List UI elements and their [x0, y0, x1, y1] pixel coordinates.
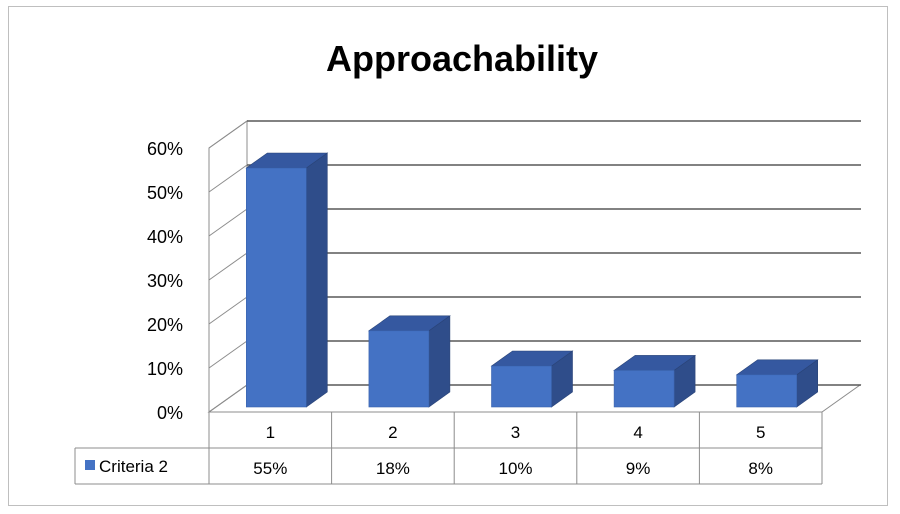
gridline-depth	[208, 208, 248, 237]
data-table-value: 10%	[498, 459, 532, 478]
bar-front	[613, 370, 675, 408]
legend-swatch	[85, 460, 95, 470]
x-category-label: 3	[511, 423, 520, 442]
data-table-value: 55%	[253, 459, 287, 478]
y-tick-label: 0%	[157, 403, 183, 423]
y-axis-ticks: 0% 10% 20% 30% 40% 50% 60%	[147, 139, 183, 423]
bar-front	[246, 167, 307, 408]
gridline-depth	[208, 296, 248, 325]
bars	[245, 152, 819, 408]
x-category-label: 2	[388, 423, 397, 442]
bar-front	[491, 365, 552, 408]
data-table-value: 9%	[626, 459, 651, 478]
chart-frame: Approachability 0% 10% 20% 30% 40% 50% 60% 1 55…	[8, 6, 888, 506]
x-category-label: 4	[633, 423, 642, 442]
y-tick-label: 50%	[147, 183, 183, 203]
data-table-value: 18%	[376, 459, 410, 478]
bar-front	[368, 330, 430, 408]
data-table: 1 55% 2 18% 3 10% 4 9% 5 8% Criteria 2	[74, 412, 823, 485]
gridline-depth	[208, 252, 248, 281]
bar-side	[428, 315, 451, 408]
bar-front	[736, 374, 798, 408]
x-category-label: 5	[756, 423, 765, 442]
x-category-label: 1	[266, 423, 275, 442]
legend-label: Criteria 2	[99, 457, 168, 476]
bar	[490, 350, 574, 408]
gridline-depth	[208, 384, 248, 413]
data-table-value: 8%	[748, 459, 773, 478]
y-tick-label: 20%	[147, 315, 183, 335]
bar	[245, 152, 329, 408]
gridline-depth	[208, 120, 248, 149]
bar-side	[305, 152, 328, 408]
approachability-chart: Approachability 0%10%20%30%40%50%60% 155…	[74, 38, 862, 485]
gridline-depth	[208, 164, 248, 193]
y-tick-label: 10%	[147, 359, 183, 379]
y-tick-label: 60%	[147, 139, 183, 159]
gridlines	[208, 120, 861, 413]
bar	[367, 315, 451, 408]
gridline-depth	[208, 340, 248, 369]
bar	[735, 359, 819, 408]
y-tick-label: 30%	[147, 271, 183, 291]
y-tick-label: 40%	[147, 227, 183, 247]
bar	[613, 354, 697, 408]
chart-title: Approachability	[326, 38, 598, 79]
